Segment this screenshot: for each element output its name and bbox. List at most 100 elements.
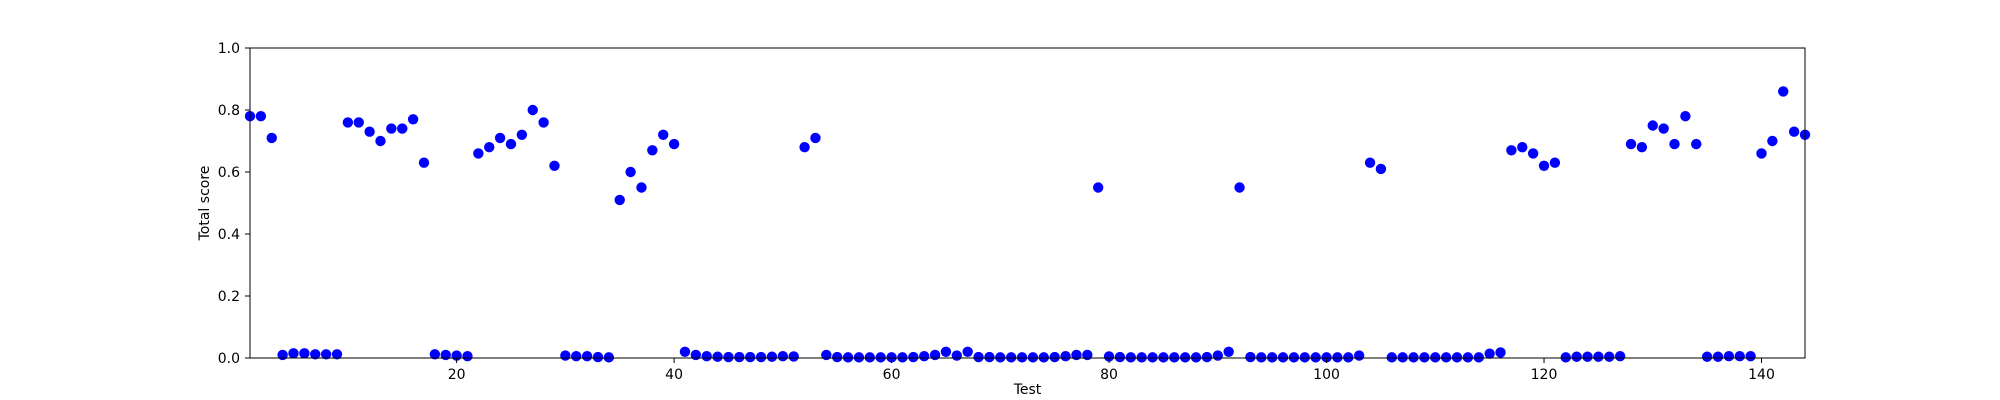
x-tick-label: 140	[1748, 367, 1775, 383]
data-point	[1125, 352, 1137, 363]
y-axis-label: Total score	[197, 166, 213, 242]
data-point	[886, 352, 897, 363]
y-tick-label: 0.2	[218, 289, 240, 305]
y-tick-label: 0.8	[218, 103, 240, 119]
data-point	[1636, 142, 1648, 153]
data-point	[1114, 351, 1126, 363]
data-point	[418, 157, 430, 168]
data-point	[1571, 351, 1582, 362]
data-point	[527, 104, 538, 116]
data-point	[516, 129, 528, 140]
data-point	[1582, 351, 1593, 362]
data-point	[1038, 352, 1050, 363]
data-point	[1593, 351, 1604, 362]
data-point	[320, 349, 332, 360]
data-point	[864, 352, 876, 363]
data-point	[853, 352, 865, 363]
data-point	[310, 349, 321, 360]
data-point	[788, 351, 799, 362]
data-point	[1092, 182, 1104, 193]
data-point	[603, 352, 615, 363]
data-point	[1430, 352, 1441, 363]
data-point	[897, 352, 908, 363]
data-point	[353, 117, 364, 128]
data-point	[984, 351, 995, 363]
data-point	[1495, 347, 1506, 358]
data-point	[538, 117, 549, 128]
x-tick-label: 20	[448, 367, 466, 383]
data-point	[1136, 352, 1147, 363]
data-point	[397, 123, 408, 134]
data-point	[777, 350, 789, 362]
data-point	[429, 349, 441, 360]
data-point	[1473, 352, 1484, 363]
data-point	[940, 346, 952, 357]
data-point	[679, 346, 691, 357]
data-point	[592, 351, 604, 363]
data-point	[1484, 348, 1495, 359]
data-point	[1604, 351, 1615, 362]
data-point	[821, 349, 832, 361]
data-point	[1343, 352, 1354, 363]
data-point	[755, 351, 767, 363]
data-point	[484, 142, 495, 153]
data-point	[908, 351, 919, 363]
data-point	[1332, 352, 1343, 363]
data-point	[1212, 350, 1223, 361]
data-point	[1734, 350, 1745, 362]
data-point	[875, 352, 886, 363]
data-point	[1288, 352, 1300, 363]
data-point	[386, 123, 397, 134]
y-tick-label: 1.0	[218, 41, 240, 57]
data-point	[407, 114, 419, 125]
data-point	[690, 349, 702, 361]
data-point	[288, 348, 299, 359]
data-point	[1517, 142, 1528, 153]
plot-area-frame	[249, 47, 1806, 359]
data-point	[1658, 123, 1669, 134]
data-point	[636, 182, 647, 193]
data-point	[1060, 350, 1071, 362]
data-point	[1506, 145, 1517, 156]
data-point	[1397, 352, 1408, 363]
data-point	[473, 148, 484, 159]
data-point	[1071, 349, 1082, 361]
data-point	[1408, 352, 1419, 363]
data-point	[1353, 350, 1365, 361]
data-point	[1788, 126, 1800, 137]
data-point	[342, 117, 354, 128]
x-axis-label: Test	[1013, 382, 1042, 398]
data-point	[1147, 352, 1158, 363]
data-point	[658, 129, 669, 140]
data-point	[1266, 352, 1278, 363]
data-point	[625, 166, 636, 178]
data-point	[1027, 352, 1039, 363]
data-point	[1778, 86, 1789, 97]
data-point	[614, 194, 625, 206]
data-point	[1647, 120, 1658, 131]
data-point	[1440, 352, 1452, 363]
data-point	[1299, 352, 1310, 363]
data-point	[1756, 148, 1767, 159]
data-point	[1419, 352, 1430, 363]
data-point	[505, 138, 517, 150]
data-point	[1082, 349, 1093, 361]
data-point	[1179, 352, 1191, 363]
data-point	[723, 351, 734, 363]
data-point	[1462, 352, 1474, 363]
data-point	[734, 351, 745, 363]
x-tick-label: 100	[1313, 367, 1340, 383]
data-point	[1527, 148, 1539, 159]
data-point	[962, 346, 973, 357]
x-tick-label: 60	[883, 367, 901, 383]
y-tick-label: 0.0	[218, 351, 240, 367]
data-point	[494, 132, 506, 144]
data-point	[549, 160, 560, 171]
data-point	[1169, 352, 1180, 363]
data-point	[832, 351, 843, 363]
data-point	[375, 135, 386, 147]
data-point	[918, 350, 930, 362]
y-tick-label: 0.4	[218, 227, 240, 243]
data-point	[331, 349, 343, 360]
